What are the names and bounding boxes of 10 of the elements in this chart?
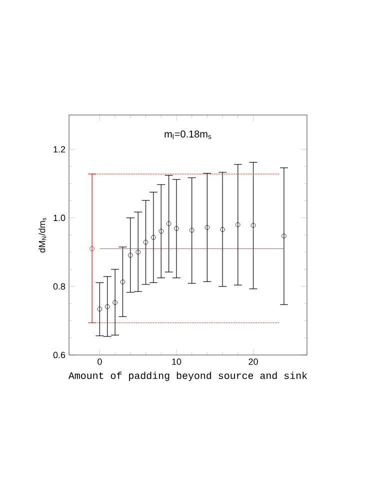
x-tick-label: 0 (98, 358, 102, 365)
x-axis-title: Amount of padding beyond source and sink (68, 372, 308, 381)
y-tick-label: 1.0 (54, 214, 66, 222)
x-tick-label: 10 (172, 358, 182, 365)
y-axis-title: dM$_{N}$/dm$_{s}$ (38, 218, 46, 252)
y-tick-label: 0.8 (53, 283, 66, 290)
y-tick-label: 0.6 (53, 352, 66, 358)
text: m$_{l}$=0.18m$_{s}$ (164, 130, 212, 140)
y-tick-label: 1.2 (54, 146, 66, 152)
x-tick-label: 20 (248, 358, 258, 365)
